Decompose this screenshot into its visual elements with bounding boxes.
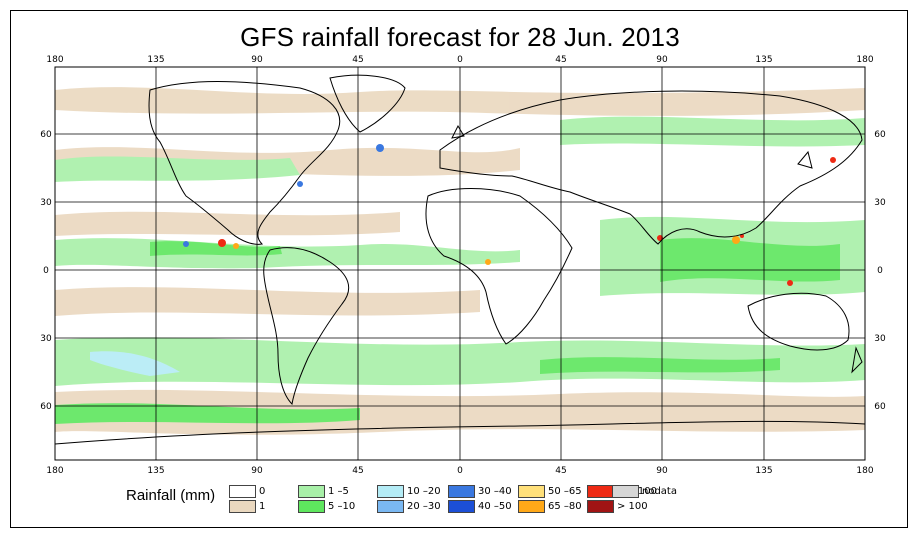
heavy-rain-cells bbox=[183, 144, 836, 286]
uk-islands bbox=[451, 124, 465, 139]
legend-label: 40 –50 bbox=[478, 501, 512, 512]
latitude-label: 30 bbox=[874, 334, 886, 344]
map-title: GFS rainfall forecast for 28 Jun. 2013 bbox=[240, 22, 680, 52]
graticule bbox=[55, 67, 865, 460]
legend-swatch bbox=[587, 485, 614, 498]
latitude-labels-right: 60 30 0 30 60 bbox=[874, 130, 886, 412]
australia bbox=[747, 292, 850, 351]
longitude-label: 90 bbox=[251, 55, 263, 65]
legend-title: Rainfall (mm) bbox=[126, 487, 216, 504]
coastlines bbox=[55, 74, 865, 445]
latitude-label: 60 bbox=[874, 130, 886, 140]
map-border bbox=[54, 66, 866, 461]
legend-swatch bbox=[448, 500, 475, 513]
legend-label: 50 –65 bbox=[548, 486, 582, 497]
latitude-label: 0 bbox=[877, 266, 883, 276]
legend-label: 20 –30 bbox=[407, 501, 441, 512]
latitude-labels-left: 60 30 0 30 60 bbox=[40, 130, 52, 412]
latitude-label: 30 bbox=[40, 198, 52, 208]
longitude-label: 0 bbox=[457, 55, 463, 65]
legend-swatch bbox=[229, 500, 256, 513]
map-area bbox=[55, 67, 865, 460]
longitude-label: 90 bbox=[656, 55, 668, 65]
longitude-label: 135 bbox=[755, 55, 772, 65]
eurasia bbox=[439, 90, 863, 245]
latitude-label: 60 bbox=[40, 402, 52, 412]
legend-label: 30 –40 bbox=[478, 486, 512, 497]
legend-swatch bbox=[612, 485, 639, 498]
longitude-label: 180 bbox=[46, 55, 63, 65]
longitude-label: 90 bbox=[656, 466, 668, 476]
longitude-labels-bottom: 180 135 90 45 0 45 90 135 180 bbox=[46, 466, 873, 476]
north-america bbox=[148, 81, 341, 245]
longitude-label: 135 bbox=[755, 466, 772, 476]
legend-swatch bbox=[448, 485, 475, 498]
legend-swatch bbox=[229, 485, 256, 498]
longitude-label: 135 bbox=[147, 55, 164, 65]
latitude-label: 30 bbox=[874, 198, 886, 208]
longitude-label: 180 bbox=[856, 466, 873, 476]
antarctica bbox=[55, 420, 865, 445]
longitude-label: 45 bbox=[555, 466, 566, 476]
legend-swatch bbox=[377, 500, 404, 513]
legend-label: 5 –10 bbox=[328, 501, 356, 512]
longitude-label: 0 bbox=[457, 466, 463, 476]
latitude-label: 0 bbox=[43, 266, 49, 276]
longitude-label: 45 bbox=[352, 466, 363, 476]
legend-swatch bbox=[587, 500, 614, 513]
legend-swatch bbox=[298, 500, 325, 513]
legend-swatch bbox=[298, 485, 325, 498]
longitude-label: 180 bbox=[46, 466, 63, 476]
longitude-label: 45 bbox=[555, 55, 566, 65]
legend-label: 10 –20 bbox=[407, 486, 441, 497]
greenland bbox=[329, 74, 406, 133]
latitude-label: 30 bbox=[40, 334, 52, 344]
japan bbox=[797, 150, 813, 169]
figure-frame bbox=[10, 10, 908, 528]
latitude-label: 60 bbox=[874, 402, 886, 412]
legend-swatch bbox=[518, 500, 545, 513]
new-zealand bbox=[851, 346, 863, 374]
latitude-label: 60 bbox=[40, 130, 52, 140]
legend-label: 1 bbox=[259, 501, 266, 512]
legend-label: 0 bbox=[259, 486, 266, 497]
longitude-label: 180 bbox=[856, 55, 873, 65]
africa bbox=[425, 188, 573, 345]
legend-label: 65 –80 bbox=[548, 501, 582, 512]
legend-swatch bbox=[518, 485, 545, 498]
longitude-label: 90 bbox=[251, 466, 263, 476]
longitude-label: 45 bbox=[352, 55, 363, 65]
south-america bbox=[263, 247, 350, 406]
legend-swatch bbox=[377, 485, 404, 498]
legend-label: nodata bbox=[642, 486, 677, 497]
longitude-label: 135 bbox=[147, 466, 164, 476]
legend-label: > 100 bbox=[617, 501, 648, 512]
longitude-labels-top: 180 135 90 45 0 45 90 135 180 bbox=[46, 55, 873, 65]
legend-label: 1 –5 bbox=[328, 486, 349, 497]
